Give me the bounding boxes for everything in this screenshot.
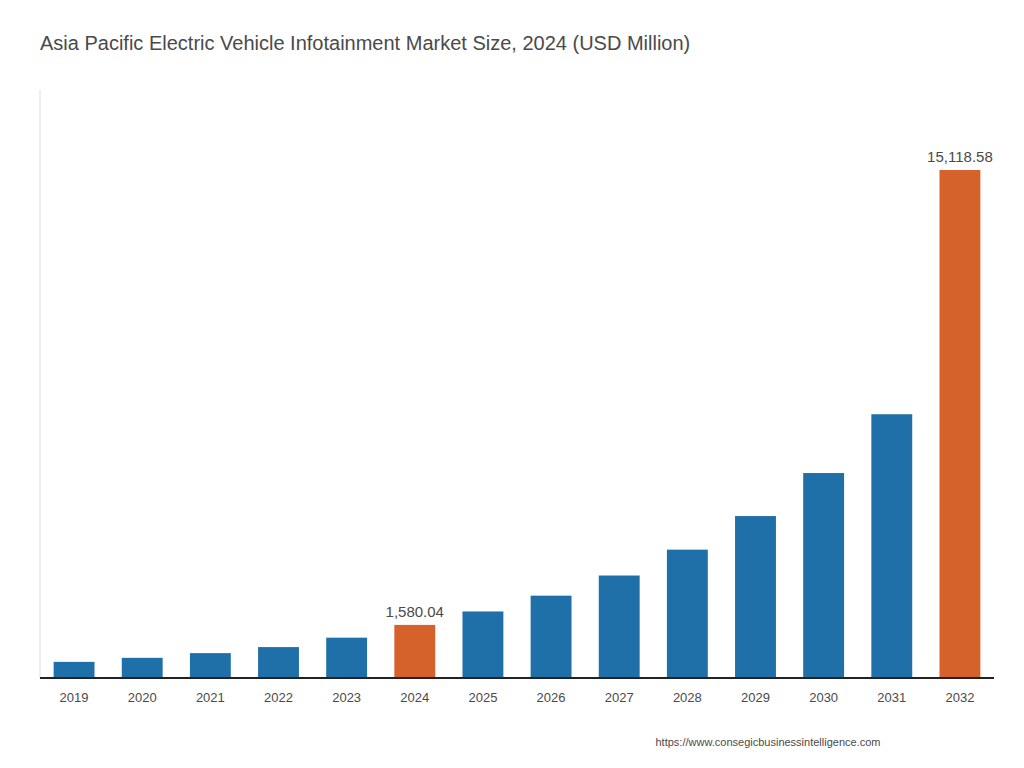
x-tick-label: 2019 bbox=[60, 690, 89, 705]
bar bbox=[871, 414, 912, 678]
data-label: 1,580.04 bbox=[386, 603, 444, 620]
x-tick-label: 2024 bbox=[400, 690, 429, 705]
y-axis-line bbox=[40, 90, 41, 678]
x-tick-label: 2026 bbox=[537, 690, 566, 705]
bar bbox=[939, 170, 980, 678]
bar bbox=[54, 662, 95, 678]
bar bbox=[258, 647, 299, 678]
bar bbox=[599, 576, 640, 678]
bar bbox=[531, 596, 572, 678]
x-tick-label: 2032 bbox=[945, 690, 974, 705]
title: Asia Pacific Electric Vehicle Infotainme… bbox=[40, 32, 690, 54]
data-label: 15,118.58 bbox=[927, 148, 993, 165]
bars bbox=[54, 170, 981, 678]
x-axis-line bbox=[40, 677, 994, 679]
x-tick-label: 2022 bbox=[264, 690, 293, 705]
bar bbox=[803, 473, 844, 678]
bar bbox=[394, 625, 435, 678]
x-tick-label: 2027 bbox=[605, 690, 634, 705]
background bbox=[0, 0, 1024, 768]
x-tick-label: 2025 bbox=[468, 690, 497, 705]
x-tick-label: 2021 bbox=[196, 690, 225, 705]
x-tick-label: 2029 bbox=[741, 690, 770, 705]
bar bbox=[326, 638, 367, 678]
watermark: https://www.consegicbusinessintelligence… bbox=[655, 736, 880, 748]
x-tick-label: 2023 bbox=[332, 690, 361, 705]
x-tick-label: 2030 bbox=[809, 690, 838, 705]
bar bbox=[122, 658, 163, 678]
bar bbox=[462, 611, 503, 678]
x-tick-label: 2028 bbox=[673, 690, 702, 705]
bar bbox=[667, 550, 708, 678]
bar bbox=[735, 516, 776, 678]
chart: Asia Pacific Electric Vehicle Infotainme… bbox=[0, 0, 1024, 768]
x-tick-label: 2020 bbox=[128, 690, 157, 705]
bar bbox=[190, 653, 231, 678]
x-tick-label: 2031 bbox=[877, 690, 906, 705]
